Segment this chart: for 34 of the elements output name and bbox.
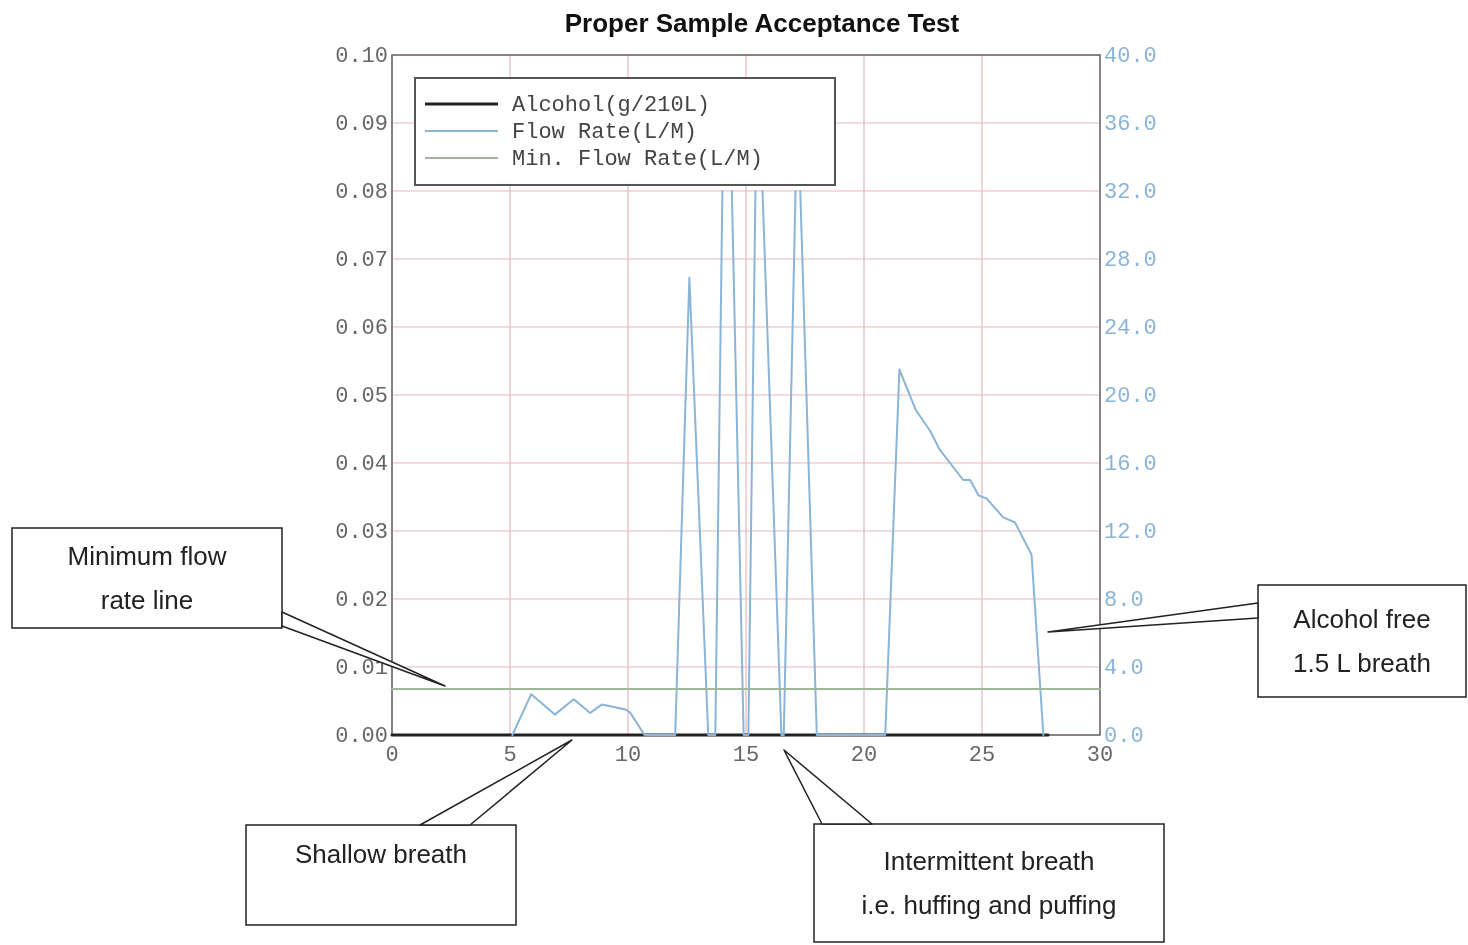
legend-label: Alcohol(g/210L) [512,93,711,118]
x-tick-label: 5 [503,743,517,768]
y-tick-label: 0.05 [335,384,388,409]
x-tick-label: 15 [732,743,760,768]
y-tick-label: 0.06 [335,316,388,341]
y-tick-label: 0.10 [335,44,388,69]
y2-tick-label: 12.0 [1104,520,1157,545]
y2-tick-label: 8.0 [1104,588,1144,613]
text: Intermittent breath i.e. huffing and puffing [861,846,1117,920]
y-tick-label: 0.07 [335,248,388,273]
text: Shallow breath [295,839,467,869]
y2-tick-label: 20.0 [1104,384,1157,409]
y-tick-label: 0.08 [335,180,388,205]
y2-tick-label: 16.0 [1104,452,1157,477]
chart-title: Proper Sample Acceptance Test [564,8,960,38]
legend-label: Min. Flow Rate(L/M) [512,147,763,172]
legend-label: Flow Rate(L/M) [512,120,697,145]
text: Minimum flow rate line [67,541,227,615]
x-tick-label: 20 [850,743,878,768]
x-tick-label: 10 [614,743,642,768]
y-tick-label: 0.00 [335,724,388,749]
y2-tick-label: 40.0 [1104,44,1157,69]
y2-tick-label: 28.0 [1104,248,1157,273]
y2-tick-label: 24.0 [1104,316,1157,341]
text: Alcohol free 1.5 L breath [1293,604,1431,678]
x-tick-label: 0 [385,743,399,768]
x-tick-label: 25 [968,743,996,768]
y2-tick-label: 32.0 [1104,180,1157,205]
y2-tick-label: 4.0 [1104,656,1144,681]
y-tick-label: 0.09 [335,112,388,137]
y2-tick-label: 36.0 [1104,112,1157,137]
y-tick-label: 0.03 [335,520,388,545]
y-tick-label: 0.04 [335,452,388,477]
y-tick-label: 0.02 [335,588,388,613]
